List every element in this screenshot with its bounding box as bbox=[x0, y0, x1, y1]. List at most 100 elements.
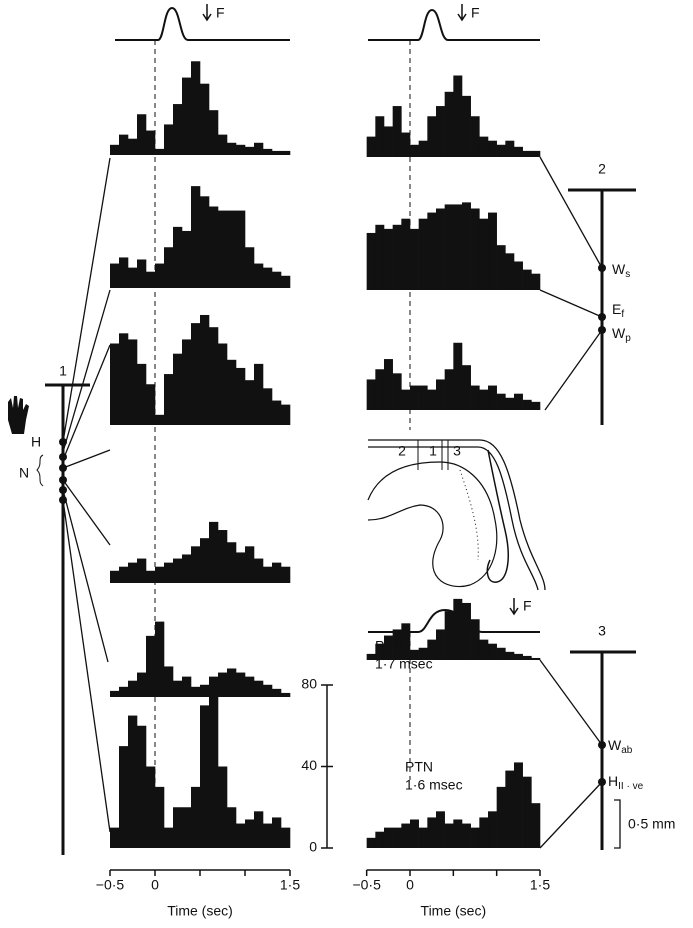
bar bbox=[200, 314, 210, 425]
bar bbox=[218, 672, 228, 697]
site-label: W bbox=[612, 261, 626, 277]
bar bbox=[119, 746, 129, 848]
section-label: 1 bbox=[429, 443, 437, 459]
bar bbox=[155, 414, 165, 425]
bar bbox=[375, 831, 385, 848]
bar bbox=[505, 651, 515, 660]
bar bbox=[496, 786, 506, 848]
bar bbox=[427, 389, 437, 410]
bar bbox=[522, 150, 532, 157]
bar bbox=[427, 817, 437, 848]
x-tick-label: 0 bbox=[151, 877, 159, 893]
bar bbox=[272, 817, 282, 848]
bar bbox=[514, 393, 523, 410]
bar bbox=[182, 554, 192, 583]
bar bbox=[173, 104, 183, 155]
bar bbox=[209, 327, 219, 425]
bar bbox=[410, 144, 419, 157]
bar bbox=[137, 725, 147, 848]
bar bbox=[522, 269, 532, 290]
bar bbox=[182, 77, 192, 155]
bar bbox=[436, 208, 445, 290]
track-label: 3 bbox=[598, 623, 606, 639]
bar bbox=[164, 666, 174, 697]
bar bbox=[462, 365, 471, 410]
hand-icon bbox=[8, 396, 29, 434]
bar bbox=[146, 570, 156, 583]
bar bbox=[272, 271, 282, 288]
bar bbox=[383, 126, 393, 157]
bar bbox=[200, 196, 210, 288]
bar bbox=[110, 690, 120, 697]
bar bbox=[410, 819, 419, 848]
bar bbox=[383, 635, 393, 660]
bar bbox=[155, 786, 165, 848]
stimulus-label: F bbox=[471, 5, 480, 21]
bar bbox=[375, 224, 385, 290]
bar bbox=[191, 61, 201, 155]
bar bbox=[410, 649, 419, 660]
bar bbox=[245, 380, 255, 425]
bar bbox=[137, 114, 147, 155]
scale-label: 0·5 mm bbox=[628, 816, 675, 832]
bar bbox=[522, 399, 532, 410]
bar bbox=[531, 657, 541, 660]
site-label: N bbox=[19, 465, 29, 481]
bar bbox=[401, 132, 411, 157]
bar bbox=[272, 688, 282, 697]
site-label: HII · ve bbox=[608, 773, 644, 792]
x-axis-label: Time (sec) bbox=[421, 903, 487, 919]
bar bbox=[436, 811, 445, 848]
bar bbox=[410, 385, 419, 410]
bar bbox=[281, 150, 291, 155]
bar bbox=[128, 680, 138, 697]
bar bbox=[410, 228, 419, 290]
bar bbox=[209, 685, 219, 848]
bar bbox=[119, 134, 129, 155]
x-tick-label: −0·5 bbox=[96, 877, 125, 893]
bar bbox=[470, 116, 480, 157]
bar bbox=[444, 91, 454, 157]
bar bbox=[531, 803, 541, 848]
bar bbox=[119, 333, 129, 425]
bar bbox=[218, 134, 228, 155]
bar bbox=[263, 267, 273, 288]
bar bbox=[218, 766, 228, 848]
bar bbox=[254, 263, 264, 288]
bar bbox=[427, 639, 437, 660]
bar bbox=[209, 206, 219, 288]
bar bbox=[227, 807, 237, 848]
site-label: H bbox=[31, 434, 41, 450]
bar bbox=[119, 257, 129, 288]
bar bbox=[401, 623, 411, 660]
bar bbox=[182, 339, 192, 425]
bar bbox=[418, 385, 428, 410]
bar bbox=[479, 817, 489, 848]
site-label: Wp bbox=[612, 325, 631, 344]
bar bbox=[182, 807, 192, 848]
site-label: Ws bbox=[612, 261, 630, 280]
bar bbox=[453, 342, 463, 410]
bar bbox=[488, 643, 497, 660]
bar bbox=[401, 218, 411, 290]
bar bbox=[392, 224, 402, 290]
scale-bar bbox=[614, 799, 621, 849]
bar bbox=[200, 538, 210, 583]
bar bbox=[200, 684, 210, 697]
bar bbox=[164, 827, 174, 848]
bar bbox=[281, 404, 291, 425]
bar bbox=[522, 776, 532, 848]
bar bbox=[119, 686, 129, 697]
site-subscript: s bbox=[625, 269, 630, 280]
electrode-track bbox=[539, 156, 636, 425]
bar bbox=[191, 786, 201, 848]
bar bbox=[366, 379, 376, 410]
bar bbox=[281, 275, 291, 288]
bar bbox=[263, 684, 273, 697]
bar bbox=[281, 692, 291, 697]
bar bbox=[128, 339, 138, 425]
bar bbox=[218, 343, 228, 425]
bar bbox=[444, 823, 454, 848]
track-label: 1 bbox=[59, 363, 67, 379]
bar bbox=[110, 827, 120, 848]
